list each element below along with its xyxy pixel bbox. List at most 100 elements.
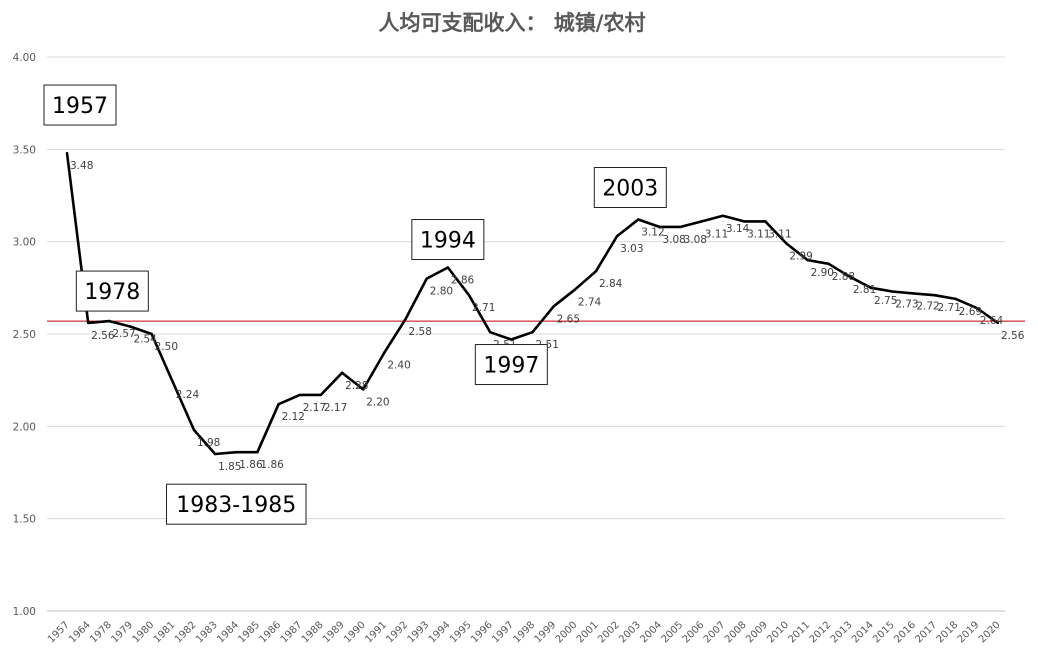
y-tick-label: 3.50 — [13, 144, 36, 156]
x-tick-label: 1981 — [152, 620, 178, 646]
x-tick-label: 2016 — [892, 620, 918, 646]
data-label: 1.86 — [239, 459, 263, 471]
y-axis: 1.00 1.50 2.00 2.50 3.00 3.50 4.00 — [13, 52, 36, 618]
data-point — [912, 292, 915, 295]
x-tick-label: 2004 — [638, 620, 664, 646]
annotation-box — [75, 270, 149, 312]
x-tick-label: 2008 — [723, 620, 749, 646]
data-label: 2.73 — [895, 299, 918, 311]
annotation-1978: 1978 — [75, 270, 149, 312]
data-label: 2.88 — [832, 271, 855, 283]
data-label: 1.86 — [260, 459, 284, 471]
annotations: 1957 1978 1983-1985 1994 1997 2003 — [43, 84, 667, 525]
x-tick-label: 1986 — [258, 620, 284, 646]
data-point — [721, 214, 725, 218]
data-label: 2.74 — [578, 297, 602, 309]
x-tick-label: 1984 — [215, 620, 241, 646]
x-tick-label: 2001 — [575, 620, 601, 646]
data-point — [86, 321, 90, 325]
data-label: 1.85 — [218, 461, 241, 473]
x-tick-label: 2000 — [554, 620, 580, 646]
data-label: 2.99 — [789, 251, 812, 263]
y-tick-label: 1.00 — [13, 606, 36, 618]
data-point — [171, 380, 174, 384]
data-label: 3.48 — [70, 160, 93, 172]
y-tick-label: 2.00 — [13, 421, 36, 433]
annotation-label: 1957 — [52, 94, 108, 119]
annotation-2003: 2003 — [593, 167, 667, 209]
data-label: 2.17 — [324, 402, 347, 414]
data-label: 2.28 — [345, 380, 368, 392]
data-label: 3.11 — [768, 228, 791, 240]
x-tick-label: 1994 — [427, 620, 453, 646]
y-tick-label: 3.00 — [13, 237, 36, 249]
data-point — [679, 225, 682, 229]
x-tick-label: 1998 — [511, 620, 537, 646]
data-point — [975, 306, 979, 310]
x-tick-label: 1985 — [236, 620, 262, 646]
x-tick-label: 2005 — [660, 620, 686, 646]
data-label: 2.56 — [1001, 330, 1025, 342]
data-point — [108, 319, 111, 323]
data-point — [933, 294, 936, 297]
data-label: 3.03 — [620, 243, 643, 255]
annotation-box — [166, 483, 307, 525]
data-point — [65, 151, 69, 155]
annotation-box — [593, 167, 667, 209]
annotation-label: 1978 — [84, 280, 140, 305]
data-label: 2.20 — [366, 396, 389, 408]
x-tick-label: 1957 — [46, 620, 72, 646]
x-tick-label: 1996 — [469, 620, 495, 646]
x-tick-label: 1995 — [448, 620, 474, 646]
data-label: 2.57 — [112, 328, 135, 340]
x-tick-label: 1989 — [321, 620, 347, 646]
data-point — [954, 297, 957, 301]
x-tick-label: 1978 — [88, 620, 114, 646]
data-label: 2.65 — [557, 313, 580, 325]
data-label: 3.11 — [705, 228, 728, 240]
data-point — [129, 325, 132, 328]
x-tick-label: 2013 — [829, 620, 855, 646]
x-tick-label: 1983 — [194, 620, 220, 646]
annotation-1997: 1997 — [474, 344, 548, 386]
x-tick-label: 2014 — [850, 620, 876, 646]
data-point — [150, 332, 153, 336]
data-label: 2.58 — [409, 326, 432, 338]
x-tick-label: 1997 — [490, 620, 516, 646]
data-label: 2.24 — [176, 389, 200, 401]
data-label: 3.08 — [684, 234, 707, 246]
data-point — [340, 371, 344, 374]
data-point — [891, 290, 894, 293]
data-label: 2.80 — [430, 286, 453, 298]
x-tick-label: 2007 — [702, 620, 728, 646]
data-label: 2.40 — [387, 359, 410, 371]
x-tick-label: 2011 — [786, 620, 812, 646]
data-point — [658, 225, 661, 229]
data-point — [806, 258, 809, 262]
data-label: 2.90 — [811, 267, 834, 279]
data-points — [65, 151, 1000, 456]
data-point — [594, 270, 598, 273]
x-tick-label: 2017 — [913, 620, 939, 646]
data-point — [637, 218, 640, 221]
annotation-box — [43, 84, 117, 126]
annotation-1957: 1957 — [43, 84, 117, 126]
x-tick-label: 1988 — [300, 620, 326, 646]
data-label: 2.17 — [303, 402, 326, 414]
annotation-label: 2003 — [602, 177, 658, 202]
x-tick-label: 1982 — [173, 620, 199, 646]
data-label: 2.84 — [599, 278, 623, 290]
annotation-box — [474, 344, 548, 386]
annotation-label: 1997 — [483, 354, 539, 379]
x-tick-label: 1964 — [67, 620, 93, 646]
x-tick-label: 1999 — [533, 620, 559, 646]
annotation-1994: 1994 — [411, 219, 485, 261]
x-tick-label: 2006 — [681, 620, 707, 646]
y-tick-label: 4.00 — [13, 52, 36, 64]
data-point — [531, 330, 534, 334]
annotation-1983-1985: 1983-1985 — [166, 483, 307, 525]
y-tick-label: 2.50 — [13, 329, 36, 341]
data-point — [615, 234, 619, 238]
data-point — [573, 288, 577, 291]
data-point — [277, 402, 280, 406]
